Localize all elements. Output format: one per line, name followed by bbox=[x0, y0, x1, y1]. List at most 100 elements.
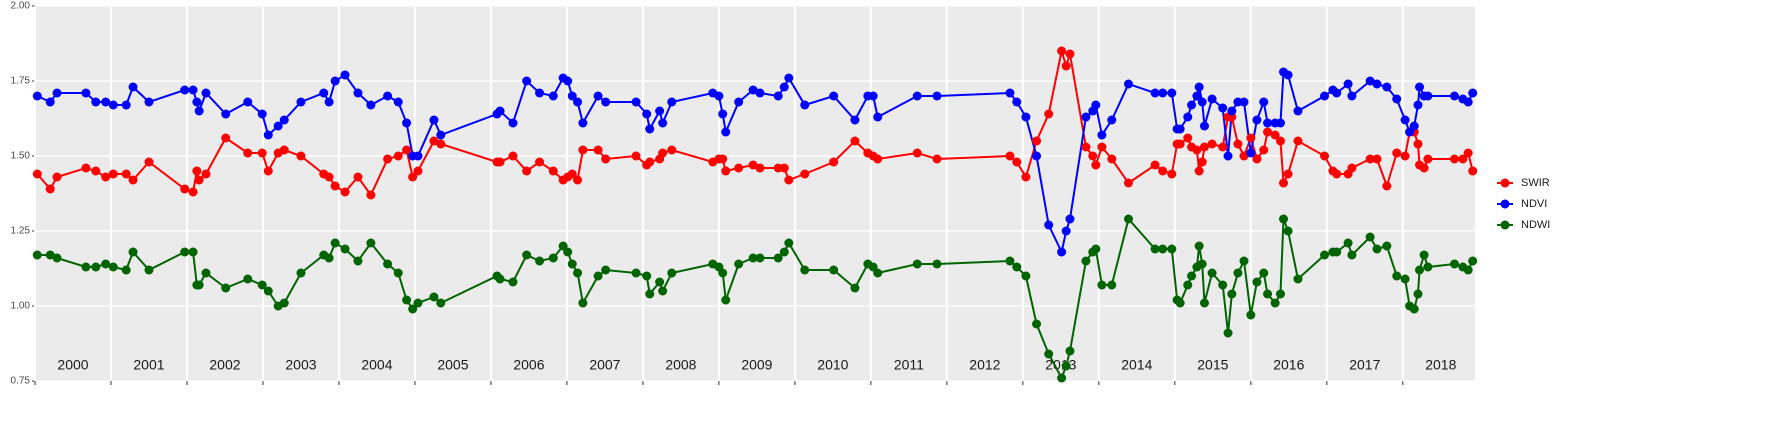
data-point bbox=[366, 238, 376, 248]
data-point bbox=[734, 259, 744, 269]
data-point bbox=[800, 100, 810, 110]
data-point bbox=[1423, 91, 1433, 101]
data-point bbox=[1263, 118, 1273, 128]
data-point bbox=[81, 163, 91, 173]
year-label: 2018 bbox=[1425, 357, 1456, 373]
data-point bbox=[567, 91, 577, 101]
data-point bbox=[201, 169, 211, 179]
data-point bbox=[1283, 226, 1293, 236]
data-point bbox=[180, 184, 190, 194]
data-point bbox=[1123, 79, 1133, 89]
data-point bbox=[721, 166, 731, 176]
data-point bbox=[279, 298, 289, 308]
data-point bbox=[1392, 148, 1402, 158]
data-point bbox=[1091, 160, 1101, 170]
data-point bbox=[1293, 274, 1303, 284]
data-point bbox=[714, 91, 724, 101]
data-point bbox=[1270, 130, 1280, 140]
data-point bbox=[1365, 232, 1375, 242]
data-point bbox=[495, 157, 505, 167]
data-point bbox=[221, 133, 231, 143]
data-point bbox=[784, 175, 794, 185]
data-point bbox=[91, 97, 101, 107]
y-tick-label: 1.25 bbox=[11, 226, 31, 237]
data-point bbox=[121, 265, 131, 275]
data-point bbox=[1097, 280, 1107, 290]
year-label: 2012 bbox=[969, 357, 1000, 373]
data-point bbox=[45, 250, 55, 260]
data-point bbox=[642, 271, 652, 281]
data-point bbox=[1463, 148, 1473, 158]
data-point bbox=[1293, 106, 1303, 116]
data-point bbox=[1320, 151, 1330, 161]
data-point bbox=[1005, 88, 1015, 98]
data-point bbox=[593, 271, 603, 281]
legend-marker bbox=[1500, 178, 1510, 188]
year-label: 2009 bbox=[741, 357, 772, 373]
data-point bbox=[1233, 139, 1243, 149]
data-point bbox=[393, 268, 403, 278]
data-point bbox=[1449, 91, 1459, 101]
data-point bbox=[1259, 268, 1269, 278]
data-point bbox=[144, 265, 154, 275]
data-point bbox=[81, 88, 91, 98]
data-point bbox=[1021, 271, 1031, 281]
data-point bbox=[243, 148, 253, 158]
data-point bbox=[535, 256, 545, 266]
data-point bbox=[1332, 88, 1342, 98]
data-point bbox=[279, 145, 289, 155]
data-point bbox=[1197, 259, 1207, 269]
year-label: 2015 bbox=[1197, 357, 1228, 373]
data-point bbox=[319, 88, 329, 98]
data-point bbox=[1413, 289, 1423, 299]
data-point bbox=[1246, 133, 1256, 143]
data-point bbox=[1005, 151, 1015, 161]
data-point bbox=[1239, 256, 1249, 266]
data-point bbox=[1252, 277, 1262, 287]
data-point bbox=[912, 91, 922, 101]
data-point bbox=[1463, 265, 1473, 275]
data-point bbox=[52, 253, 62, 263]
year-label: 2002 bbox=[209, 357, 240, 373]
data-point bbox=[1207, 268, 1217, 278]
data-point bbox=[1044, 109, 1054, 119]
data-point bbox=[429, 292, 439, 302]
data-point bbox=[755, 163, 765, 173]
data-point bbox=[1207, 94, 1217, 104]
data-point bbox=[1468, 256, 1478, 266]
data-point bbox=[1293, 136, 1303, 146]
y-tick-label: 1.00 bbox=[11, 301, 31, 312]
data-point bbox=[495, 106, 505, 116]
data-point bbox=[734, 163, 744, 173]
data-point bbox=[718, 154, 728, 164]
data-point bbox=[393, 97, 403, 107]
data-point bbox=[330, 181, 340, 191]
data-point bbox=[755, 253, 765, 263]
data-point bbox=[873, 112, 883, 122]
legend-marker bbox=[1500, 199, 1510, 209]
data-point bbox=[718, 268, 728, 278]
data-point bbox=[194, 106, 204, 116]
data-point bbox=[1382, 181, 1392, 191]
year-label: 2007 bbox=[589, 357, 620, 373]
data-point bbox=[413, 151, 423, 161]
data-point bbox=[201, 88, 211, 98]
data-point bbox=[1270, 298, 1280, 308]
data-point bbox=[1021, 172, 1031, 182]
data-point bbox=[1091, 244, 1101, 254]
data-point bbox=[721, 295, 731, 305]
data-point bbox=[1005, 256, 1015, 266]
data-point bbox=[1065, 49, 1075, 59]
data-point bbox=[522, 76, 532, 86]
data-point bbox=[1252, 115, 1262, 125]
year-label: 2008 bbox=[665, 357, 696, 373]
data-point bbox=[1409, 304, 1419, 314]
data-point bbox=[1167, 88, 1177, 98]
data-point bbox=[1207, 139, 1217, 149]
data-point bbox=[32, 250, 42, 260]
data-point bbox=[573, 175, 583, 185]
data-point bbox=[144, 157, 154, 167]
data-point bbox=[1347, 91, 1357, 101]
data-point bbox=[45, 184, 55, 194]
data-point bbox=[128, 82, 138, 92]
